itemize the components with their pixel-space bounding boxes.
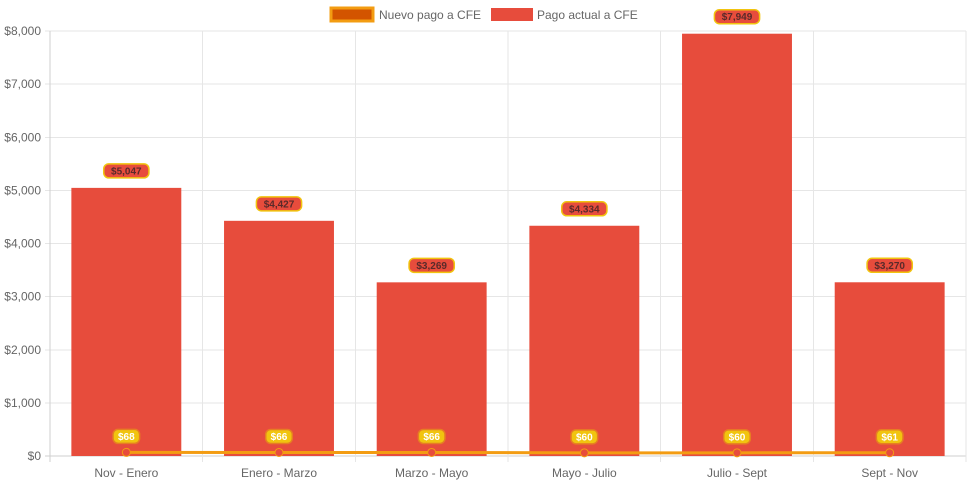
legend: Nuevo pago a CFE Pago actual a CFE [329,6,638,23]
x-tick-label: Julio - Sept [707,466,768,480]
data-label: $68 [118,432,135,443]
x-tick-label: Mayo - Julio [552,466,617,480]
data-label: $3,270 [874,261,905,272]
line-point [885,448,895,458]
bar [682,33,792,456]
data-label-bg [570,429,599,445]
data-label-bg [560,201,608,217]
x-tick-label: Nov - Enero [94,466,158,480]
data-label: $66 [271,432,288,443]
data-label: $3,269 [416,261,447,272]
line-series [121,447,895,458]
y-tick-label: $4,000 [4,237,41,251]
y-tick-label: $0 [28,449,42,463]
data-label: $60 [576,432,593,443]
bar [529,225,640,456]
line-point [579,448,589,458]
bar [71,187,182,457]
data-label-bg [255,196,303,212]
x-tick-label: Enero - Marzo [241,466,317,480]
y-tick-label: $7,000 [4,77,41,91]
bar [376,282,487,456]
y-tick-label: $3,000 [4,290,41,304]
x-tick-label: Sept - Nov [861,466,918,480]
data-label-bg [722,429,752,445]
y-tick-label: $6,000 [4,130,41,144]
line-point [732,448,742,458]
data-label-bg [875,429,904,445]
data-labels: $5,047 $4,427 $3,269 $4,334 $7,949 $3,270 $68 $… [102,8,914,445]
bar-series [71,33,945,457]
x-tick-label: Marzo - Mayo [395,466,469,480]
legend-item-pago-actual[interactable]: Pago actual a CFE [491,8,638,22]
bar [224,220,334,456]
x-axis: Nov - Enero Enero - Marzo Marzo - Mayo Mayo… [94,466,918,480]
y-tick-label: $8,000 [4,24,41,38]
data-label: $60 [729,432,746,443]
y-tick-label: $5,000 [4,183,41,197]
data-label: $66 [423,432,440,443]
legend-item-nuevo-pago[interactable]: Nuevo pago a CFE [329,6,481,23]
y-tick-label: $2,000 [4,343,41,357]
y-axis: $0 $1,000 $2,000 $3,000 $4,000 $5,000 $6,000 $7… [4,24,41,463]
data-label-bg [264,428,294,445]
data-label-bg [408,257,456,274]
data-label-bg [866,257,914,274]
legend-swatch-nuevo-pago [329,6,375,23]
bar [834,282,945,456]
line-point [121,447,131,457]
data-label-bg [112,428,141,445]
data-label: $61 [881,432,898,443]
data-label: $5,047 [111,166,142,177]
line-point [274,447,284,457]
legend-label-pago-actual: Pago actual a CFE [537,8,638,22]
legend-label-nuevo-pago: Nuevo pago a CFE [379,8,481,22]
line-point [427,447,437,457]
data-label: $4,334 [569,204,600,215]
data-label-bg [102,163,150,179]
data-label: $4,427 [264,199,295,210]
data-label-bg [713,8,761,25]
grid [45,30,967,462]
y-tick-label: $1,000 [4,396,41,410]
legend-swatch-pago-actual [491,8,533,21]
data-label-bg [417,428,446,445]
data-label: $7,949 [722,12,753,23]
